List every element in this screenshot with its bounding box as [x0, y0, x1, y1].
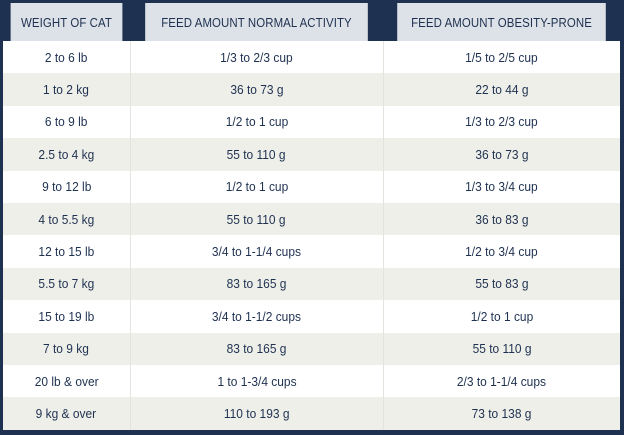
normal-activity-cell: 36 to 73 g [130, 73, 384, 106]
table-row: 4 to 5.5 kg 55 to 110 g 36 to 83 g [3, 202, 620, 236]
obesity-prone-cell: 1/5 to 2/5 cup [383, 41, 620, 74]
normal-activity-cell: 1 to 1-3/4 cups [130, 364, 384, 398]
normal-activity-cell: 1/3 to 2/3 cup [130, 41, 384, 74]
weight-cell: 2.5 to 4 kg [3, 138, 131, 171]
weight-cell: 1 to 2 kg [3, 73, 131, 106]
obesity-prone-cell: 2/3 to 1-1/4 cups [383, 364, 620, 398]
obesity-prone-cell: 55 to 110 g [383, 332, 620, 365]
header-obesity-prone: FEED AMOUNT OBESITY-PRONE [397, 3, 606, 41]
weight-cell: 20 lb & over [3, 364, 131, 398]
table-row: 2 to 6 lb 1/3 to 2/3 cup 1/5 to 2/5 cup [3, 41, 620, 74]
table-row: 5.5 to 7 kg 83 to 165 g 55 to 83 g [3, 267, 620, 301]
obesity-prone-cell: 73 to 138 g [383, 397, 620, 430]
table-row: 9 to 12 lb 1/2 to 1 cup 1/3 to 3/4 cup [3, 170, 620, 203]
normal-activity-cell: 3/4 to 1-1/4 cups [130, 235, 384, 268]
normal-activity-cell: 55 to 110 g [130, 202, 384, 236]
weight-cell: 5.5 to 7 kg [3, 267, 131, 301]
obesity-prone-cell: 1/2 to 3/4 cup [383, 235, 620, 268]
weight-cell: 15 to 19 lb [3, 300, 131, 333]
obesity-prone-cell: 1/2 to 1 cup [383, 300, 620, 333]
weight-cell: 2 to 6 lb [3, 41, 131, 74]
obesity-prone-cell: 55 to 83 g [383, 267, 620, 301]
normal-activity-cell: 3/4 to 1-1/2 cups [130, 300, 384, 333]
obesity-prone-cell: 22 to 44 g [383, 73, 620, 106]
table-row: 9 kg & over 110 to 193 g 73 to 138 g [3, 397, 620, 430]
obesity-prone-cell: 1/3 to 3/4 cup [383, 170, 620, 203]
normal-activity-cell: 55 to 110 g [130, 138, 384, 171]
weight-cell: 4 to 5.5 kg [3, 202, 131, 236]
header-weight: WEIGHT OF CAT [10, 3, 123, 41]
normal-activity-cell: 83 to 165 g [130, 267, 384, 301]
normal-activity-cell: 1/2 to 1 cup [130, 170, 384, 203]
header-normal-activity: FEED AMOUNT NORMAL ACTIVITY [145, 3, 368, 41]
feeding-table: WEIGHT OF CAT FEED AMOUNT NORMAL ACTIVIT… [3, 3, 620, 430]
weight-cell: 9 kg & over [3, 397, 131, 430]
obesity-prone-cell: 36 to 83 g [383, 202, 620, 236]
table-row: 7 to 9 kg 83 to 165 g 55 to 110 g [3, 332, 620, 365]
obesity-prone-cell: 1/3 to 2/3 cup [383, 105, 620, 139]
table-row: 12 to 15 lb 3/4 to 1-1/4 cups 1/2 to 3/4… [3, 235, 620, 268]
obesity-prone-cell: 36 to 73 g [383, 138, 620, 171]
normal-activity-cell: 1/2 to 1 cup [130, 105, 384, 139]
table-row: 6 to 9 lb 1/2 to 1 cup 1/3 to 2/3 cup [3, 105, 620, 139]
table-row: 2.5 to 4 kg 55 to 110 g 36 to 73 g [3, 138, 620, 171]
normal-activity-cell: 83 to 165 g [130, 332, 384, 365]
table-row: 20 lb & over 1 to 1-3/4 cups 2/3 to 1-1/… [3, 364, 620, 398]
table-row: 1 to 2 kg 36 to 73 g 22 to 44 g [3, 73, 620, 106]
weight-cell: 6 to 9 lb [3, 105, 131, 139]
weight-cell: 9 to 12 lb [3, 170, 131, 203]
header-row: WEIGHT OF CAT FEED AMOUNT NORMAL ACTIVIT… [3, 3, 620, 41]
weight-cell: 7 to 9 kg [3, 332, 131, 365]
table-row: 15 to 19 lb 3/4 to 1-1/2 cups 1/2 to 1 c… [3, 300, 620, 333]
weight-cell: 12 to 15 lb [3, 235, 131, 268]
normal-activity-cell: 110 to 193 g [130, 397, 384, 430]
